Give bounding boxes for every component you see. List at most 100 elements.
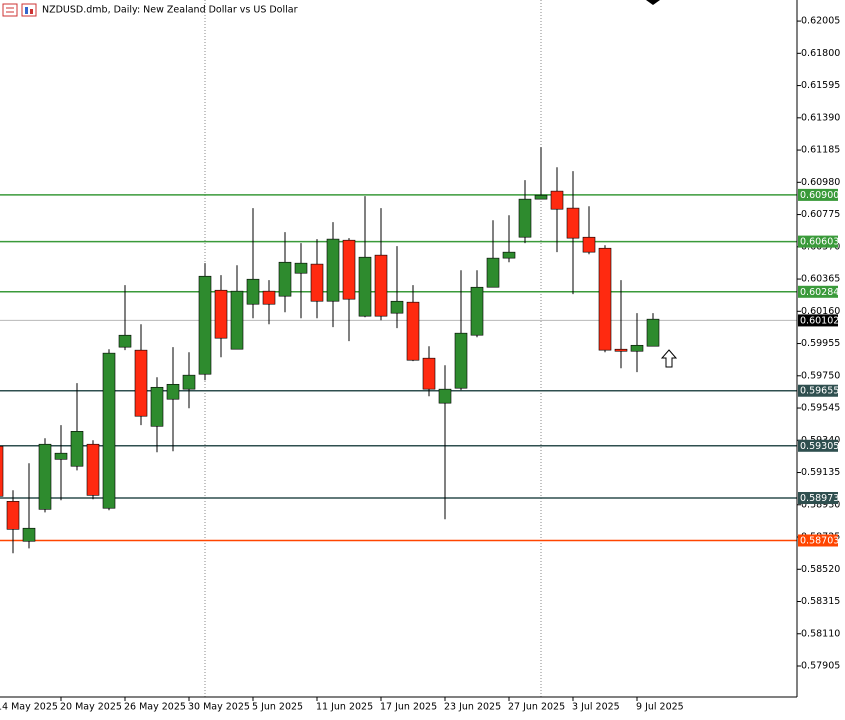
candle-body — [502, 251, 516, 259]
level-label-box — [798, 534, 838, 547]
y-tick-label: 0.60365 — [801, 274, 840, 285]
candle-body — [470, 286, 484, 336]
candle-body — [230, 290, 244, 350]
icon — [21, 3, 37, 17]
level-label-box — [798, 188, 838, 201]
level-label-box — [798, 439, 838, 452]
x-tick-label: 23 Jun 2025 — [444, 702, 501, 713]
y-tick-label: 0.62005 — [801, 16, 840, 27]
y-tick-label: 0.59750 — [801, 370, 840, 381]
icon — [30, 9, 33, 14]
chart-title: NZDUSD.dmb, Daily: New Zealand Dollar vs… — [42, 5, 298, 16]
level-label: 0.59305 — [800, 441, 839, 452]
y-tick-label: 0.59545 — [801, 403, 840, 414]
x-tick-label: 30 May 2025 — [188, 702, 250, 713]
candle-body — [454, 332, 468, 389]
candle-body — [198, 275, 212, 375]
candle-body — [102, 352, 116, 509]
y-tick-label: 0.60980 — [801, 177, 840, 188]
y-tick-label: 0.58930 — [801, 499, 840, 510]
icon — [2, 3, 18, 17]
y-tick-label: 0.59955 — [801, 338, 840, 349]
candle-body — [406, 301, 420, 361]
level-label: 0.60603 — [800, 237, 839, 248]
candle-body — [0, 445, 4, 497]
y-tick-label: 0.58110 — [801, 628, 840, 639]
candle-body — [246, 278, 260, 305]
x-tick-label: 14 May 2025 — [0, 702, 58, 713]
icon — [25, 7, 28, 14]
symbol-icons — [2, 3, 37, 17]
candle-body — [166, 383, 180, 400]
y-tick-label: 0.61800 — [801, 48, 840, 59]
x-tick-label: 27 Jun 2025 — [508, 702, 565, 713]
candle-body — [486, 257, 500, 288]
x-tick-label: 9 Jul 2025 — [636, 702, 684, 713]
x-tick-label: 26 May 2025 — [124, 702, 186, 713]
level-label: 0.60102 — [800, 315, 839, 326]
levels — [0, 194, 797, 542]
level-label: 0.60284 — [800, 287, 839, 298]
candle-body — [646, 318, 660, 347]
level-label: 0.58703 — [800, 535, 839, 546]
candle-body — [534, 194, 548, 200]
candle-body — [614, 348, 628, 352]
candle-body — [422, 357, 436, 390]
level-label-box — [798, 285, 838, 298]
candle-body — [6, 501, 20, 530]
candle-body — [550, 190, 564, 210]
candle-body — [134, 349, 148, 417]
candle-body — [182, 374, 196, 390]
y-tick-label: 0.61595 — [801, 80, 840, 91]
candle-body — [630, 344, 644, 352]
buy-arrow — [660, 349, 678, 368]
candle-body — [54, 452, 68, 460]
candle-body — [70, 431, 84, 467]
candle-body — [86, 443, 100, 496]
candle-body — [390, 300, 404, 314]
level-label-box — [798, 235, 838, 248]
candle-body — [310, 263, 324, 302]
candle-body — [358, 256, 372, 317]
candle-body — [38, 443, 52, 510]
level-label: 0.58973 — [800, 493, 839, 504]
y-tick-label: 0.60775 — [801, 209, 840, 220]
candle-body — [598, 247, 612, 351]
candle-body — [582, 236, 596, 253]
level-label: 0.59655 — [800, 386, 839, 397]
y-tick-label: 0.61185 — [801, 145, 840, 156]
x-tick-label: 3 Jul 2025 — [572, 702, 620, 713]
candle-body — [262, 290, 276, 305]
candle-body — [566, 207, 580, 239]
candle-body — [342, 239, 356, 300]
x-tick-label: 17 Jun 2025 — [380, 702, 437, 713]
x-tick-label: 5 Jun 2025 — [252, 702, 303, 713]
plot-area — [204, 0, 542, 697]
shift-marker — [646, 0, 660, 5]
y-tick-label: 0.61390 — [801, 112, 840, 123]
candle-body — [374, 254, 388, 317]
y-tick-label: 0.58315 — [801, 596, 840, 607]
y-tick-label: 0.60160 — [801, 306, 840, 317]
level-label-box — [798, 314, 838, 327]
x-tick-label: 20 May 2025 — [60, 702, 122, 713]
level-label-box — [798, 384, 838, 397]
y-tick-label: 0.58520 — [801, 564, 840, 575]
candle-body — [214, 289, 228, 339]
candle-body — [294, 262, 308, 274]
y-tick-label: 0.57905 — [801, 661, 840, 672]
candles — [0, 147, 660, 554]
candle-body — [150, 386, 164, 427]
candle-body — [438, 388, 452, 404]
y-tick-label: 0.59135 — [801, 467, 840, 478]
candle-body — [326, 238, 340, 302]
level-label-box — [798, 492, 838, 505]
candle-body — [118, 334, 132, 348]
x-tick-label: 11 Jun 2025 — [316, 702, 373, 713]
candle-body — [22, 527, 36, 542]
candle-body — [518, 198, 532, 238]
candle-body — [278, 261, 292, 297]
axis-labels: 0.62005 0.61800 0.61595 0.61390 0.61185 0.609… — [0, 16, 840, 713]
